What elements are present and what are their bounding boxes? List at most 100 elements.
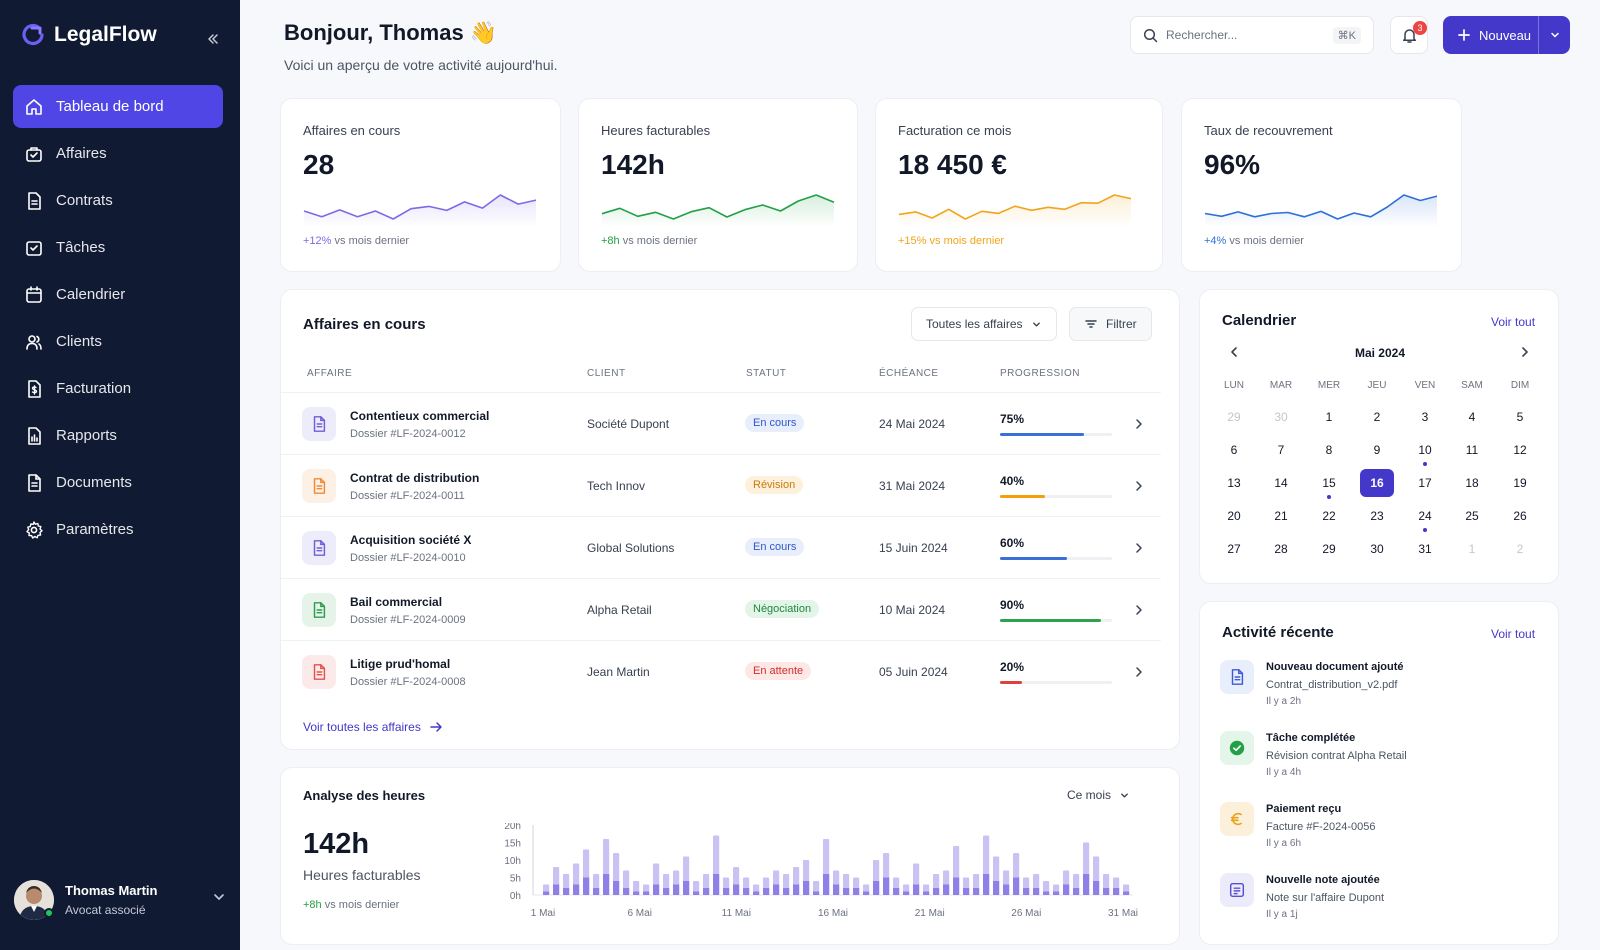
notifications-button[interactable]: 3 <box>1390 16 1428 54</box>
calendar-day[interactable]: 23 <box>1360 502 1394 530</box>
calendar-day[interactable]: 21 <box>1264 502 1298 530</box>
table-row[interactable]: Contrat de distribution Dossier #LF-2024-… <box>281 454 1161 516</box>
table-row[interactable]: Acquisition société X Dossier #LF-2024-00… <box>281 516 1161 578</box>
sidebar-item-taches[interactable]: Tâches <box>13 226 223 269</box>
calendar-day[interactable]: 30 <box>1264 403 1298 431</box>
calendar-day[interactable]: 22 <box>1312 502 1346 530</box>
progress-bar <box>1000 619 1112 622</box>
search-box[interactable]: ⌘K <box>1130 16 1374 54</box>
calendar-day[interactable]: 11 <box>1455 436 1489 464</box>
calendar-day[interactable]: 6 <box>1217 436 1251 464</box>
kpi-delta-suffix: vs mois dernier <box>334 235 410 247</box>
activity-view-all-link[interactable]: Voir tout <box>1491 627 1536 641</box>
x-tick-label: 21 Mai <box>915 908 945 919</box>
sidebar-item-rapports[interactable]: Rapports <box>13 414 223 457</box>
matter-title[interactable]: Acquisition société X <box>350 533 472 547</box>
calendar-day[interactable]: 19 <box>1503 469 1537 497</box>
sidebar-item-parametres[interactable]: Paramètres <box>13 508 223 551</box>
hours-bar-overlay <box>893 888 900 895</box>
hours-bar-overlay <box>573 884 580 895</box>
activity-item[interactable]: Tâche complétée Révision contrat Alpha Re… <box>1220 731 1540 793</box>
hours-period-select[interactable]: Ce mois <box>1057 778 1141 812</box>
calendar-day[interactable]: 12 <box>1503 436 1537 464</box>
chevron-down-icon <box>1032 321 1040 327</box>
sidebar-item-clients[interactable]: Clients <box>13 320 223 363</box>
collapse-sidebar-button[interactable] <box>202 28 224 50</box>
activity-item[interactable]: Nouveau document ajouté Contrat_distribut… <box>1220 660 1540 722</box>
kpi-sparkline <box>601 194 835 227</box>
calendar-day[interactable]: 2 <box>1503 535 1537 563</box>
calendar-day[interactable]: 4 <box>1455 403 1489 431</box>
calendar-day[interactable]: 5 <box>1503 403 1537 431</box>
calendar-day[interactable]: 2 <box>1360 403 1394 431</box>
calendar-day[interactable]: 10 <box>1408 436 1442 466</box>
search-input[interactable] <box>1166 28 1325 42</box>
calendar-day[interactable]: 24 <box>1408 502 1442 532</box>
new-button[interactable]: Nouveau <box>1443 16 1570 54</box>
kpi-card[interactable]: Heures facturables 142h +8h vs mois dernie… <box>578 98 858 272</box>
chevron-left-icon[interactable] <box>1227 345 1241 359</box>
calendar-day[interactable]: 8 <box>1312 436 1346 464</box>
calendar-day[interactable]: 1 <box>1455 535 1489 563</box>
sidebar-item-label: Contrats <box>56 192 113 209</box>
table-row[interactable]: Contentieux commercial Dossier #LF-2024-0… <box>281 392 1161 454</box>
calendar-day-selected[interactable]: 16 <box>1360 469 1394 497</box>
calendar-day[interactable]: 14 <box>1264 469 1298 497</box>
kpi-card[interactable]: Affaires en cours 28 +12% vs mois dernier <box>280 98 561 272</box>
calendar-day[interactable]: 7 <box>1264 436 1298 464</box>
sidebar-item-calendrier[interactable]: Calendrier <box>13 273 223 316</box>
calendar-day[interactable]: 25 <box>1455 502 1489 530</box>
activity-item[interactable]: Paiement reçu Facture #F-2024-0056 Il y a … <box>1220 802 1540 864</box>
hours-bar-overlay <box>1123 891 1130 895</box>
progress-bar <box>1000 557 1112 560</box>
user-menu[interactable]: Thomas Martin Avocat associé <box>14 878 226 922</box>
matter-title[interactable]: Contrat de distribution <box>350 471 480 485</box>
calendar-day[interactable]: 18 <box>1455 469 1489 497</box>
logo[interactable]: LegalFlow <box>20 22 157 48</box>
activity-item[interactable]: Nouvelle note ajoutée Note sur l'affaire … <box>1220 873 1540 935</box>
calendar-day-number: 29 <box>1322 542 1336 556</box>
sidebar-item-contrats[interactable]: Contrats <box>13 179 223 222</box>
calendar-day[interactable]: 15 <box>1312 469 1346 499</box>
kpi-value: 96% <box>1204 149 1261 180</box>
new-dropdown-button[interactable] <box>1539 29 1570 41</box>
calendar-day[interactable]: 29 <box>1312 535 1346 563</box>
chevron-right-icon[interactable] <box>1518 345 1532 359</box>
row-open-button[interactable] <box>1132 541 1146 560</box>
kpi-card[interactable]: Taux de recouvrement 96% +4% vs mois derni… <box>1181 98 1462 272</box>
row-open-button[interactable] <box>1132 479 1146 498</box>
sidebar-item-affaires[interactable]: Affaires <box>13 132 223 175</box>
x-tick-label: 26 Mai <box>1011 908 1041 919</box>
view-all-matters-label: Voir toutes les affaires <box>303 720 421 734</box>
calendar-day[interactable]: 31 <box>1408 535 1442 563</box>
calendar-day[interactable]: 9 <box>1360 436 1394 464</box>
sidebar-item-tableau-de-bord[interactable]: Tableau de bord <box>13 85 223 128</box>
calendar-day[interactable]: 17 <box>1408 469 1442 497</box>
matter-title[interactable]: Contentieux commercial <box>350 409 490 423</box>
filter-button[interactable]: Filtrer <box>1069 307 1152 341</box>
kpi-card[interactable]: Facturation ce mois 18 450 € +15% vs mois … <box>875 98 1163 272</box>
calendar-view-all-link[interactable]: Voir tout <box>1491 315 1536 329</box>
row-open-button[interactable] <box>1132 417 1146 436</box>
table-row[interactable]: Bail commercial Dossier #LF-2024-0009 Alph… <box>281 578 1161 640</box>
calendar-day[interactable]: 28 <box>1264 535 1298 563</box>
calendar-day[interactable]: 13 <box>1217 469 1251 497</box>
matter-title[interactable]: Bail commercial <box>350 595 443 609</box>
calendar-day[interactable]: 20 <box>1217 502 1251 530</box>
row-open-button[interactable] <box>1132 665 1146 684</box>
sidebar-item-facturation[interactable]: Facturation <box>13 367 223 410</box>
new-main-button[interactable]: Nouveau <box>1443 16 1539 54</box>
matters-filter-select[interactable]: Toutes les affaires <box>911 307 1057 341</box>
calendar-day[interactable]: 26 <box>1503 502 1537 530</box>
matter-title[interactable]: Litige prud'homal <box>350 657 451 671</box>
table-row[interactable]: Litige prud'homal Dossier #LF-2024-0008 Je… <box>281 640 1161 702</box>
document-icon <box>313 540 326 556</box>
sidebar-item-documents[interactable]: Documents <box>13 461 223 504</box>
calendar-day[interactable]: 29 <box>1217 403 1251 431</box>
calendar-day[interactable]: 3 <box>1408 403 1442 431</box>
row-open-button[interactable] <box>1132 603 1146 622</box>
calendar-day[interactable]: 27 <box>1217 535 1251 563</box>
calendar-day[interactable]: 30 <box>1360 535 1394 563</box>
calendar-day[interactable]: 1 <box>1312 403 1346 431</box>
view-all-matters-link[interactable]: Voir toutes les affaires <box>303 720 443 734</box>
